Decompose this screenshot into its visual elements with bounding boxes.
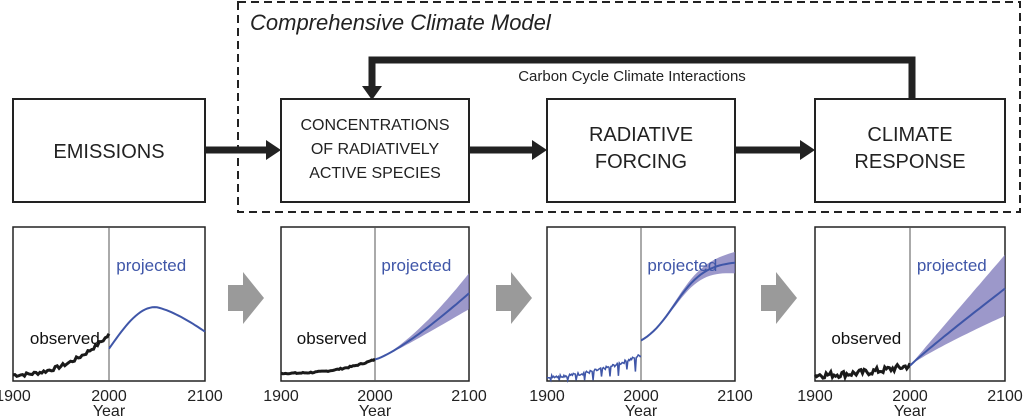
projected-label: projected bbox=[381, 256, 451, 275]
x-tick-label: 2000 bbox=[892, 388, 928, 405]
x-tick-label: 2000 bbox=[91, 388, 127, 405]
feedback-loop-arrow bbox=[368, 56, 916, 98]
observed-line bbox=[12, 333, 111, 379]
climate-response-line-1: CLIMATE bbox=[867, 124, 952, 146]
observed-label: observed bbox=[30, 329, 100, 348]
projected-line bbox=[374, 292, 470, 361]
x-tick-label: 2100 bbox=[187, 388, 223, 405]
projected-line bbox=[640, 261, 736, 342]
plot-panel: projected observed 1900 2000 2100 Year bbox=[797, 226, 1023, 418]
observed-label: observed bbox=[831, 329, 901, 348]
gray-arrow-1 bbox=[228, 272, 264, 324]
x-tick-label: 2000 bbox=[357, 388, 393, 405]
climate-response-box bbox=[814, 98, 1006, 203]
radiative-forcing-box bbox=[546, 98, 736, 203]
gray-arrow-2 bbox=[496, 272, 532, 324]
carbon-cycle-label: Carbon Cycle Climate Interactions bbox=[518, 68, 746, 85]
x-tick-label: 1900 bbox=[529, 388, 565, 405]
projected-label: projected bbox=[647, 256, 717, 275]
observed-label: observed bbox=[297, 329, 367, 348]
concentrations-line-1: CONCENTRATIONS bbox=[300, 117, 449, 134]
projected-label: projected bbox=[917, 256, 987, 275]
x-tick-label: 1900 bbox=[263, 388, 299, 405]
plot-panel: projected 1900 2000 2100 Year bbox=[529, 226, 753, 418]
x-tick-label: 2100 bbox=[987, 388, 1023, 405]
feedback-arrowhead bbox=[362, 86, 382, 100]
x-tick-label: 1900 bbox=[797, 388, 833, 405]
plot-panel: projected observed 1900 2000 2100 Year bbox=[0, 226, 223, 418]
climate-response-line-2: RESPONSE bbox=[854, 151, 965, 173]
projection-band bbox=[375, 273, 469, 360]
concentrations-line-3: ACTIVE SPECIES bbox=[309, 165, 441, 182]
x-axis-title: Year bbox=[625, 403, 658, 418]
model-boundary bbox=[237, 1, 1021, 213]
arrowhead-1 bbox=[266, 140, 281, 160]
arrowhead-3 bbox=[800, 140, 815, 160]
radiative-forcing-line-2: FORCING bbox=[595, 151, 687, 173]
projected-line bbox=[909, 287, 1006, 367]
projection-band bbox=[910, 254, 1005, 366]
model-title: Comprehensive Climate Model bbox=[250, 10, 552, 35]
projected-line bbox=[108, 306, 206, 350]
concentrations-line-2: OF RADIATIVELY bbox=[311, 141, 440, 158]
x-tick-label: 2000 bbox=[623, 388, 659, 405]
x-axis-title: Year bbox=[93, 403, 126, 418]
arrowhead-2 bbox=[532, 140, 547, 160]
emissions-label: EMISSIONS bbox=[53, 141, 164, 163]
x-tick-label: 2100 bbox=[451, 388, 487, 405]
projected-label: projected bbox=[116, 256, 186, 275]
observed-line bbox=[813, 362, 912, 382]
observed-forcing-line bbox=[546, 353, 642, 384]
gray-arrow-3 bbox=[761, 272, 797, 324]
radiative-forcing-line-1: RADIATIVE bbox=[589, 124, 693, 146]
mini-plots: projectedobserved190020002100Yearproject… bbox=[0, 226, 1023, 418]
x-axis-title: Year bbox=[359, 403, 392, 418]
x-tick-label: 1900 bbox=[0, 388, 31, 405]
emissions-box bbox=[12, 98, 206, 203]
x-axis-title: Year bbox=[894, 403, 927, 418]
observed-line bbox=[280, 357, 376, 376]
x-tick-label: 2100 bbox=[717, 388, 753, 405]
plot-panel: projected observed 1900 2000 2100 Year bbox=[263, 226, 487, 418]
